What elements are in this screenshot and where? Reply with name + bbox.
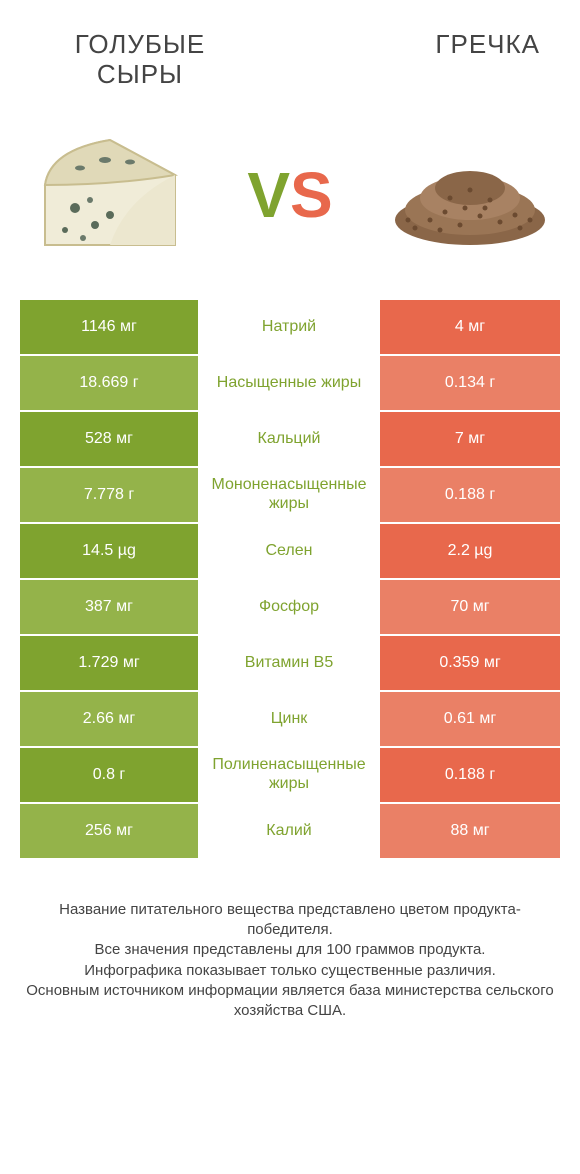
left-value-cell: 1146 мг (20, 300, 200, 354)
buckwheat-icon (390, 140, 550, 250)
right-value-cell: 0.61 мг (380, 692, 560, 746)
right-value-cell: 7 мг (380, 412, 560, 466)
table-row: 7.778 гМононенасыщенные жиры0.188 г (20, 468, 560, 524)
table-row: 18.669 гНасыщенные жиры0.134 г (20, 356, 560, 412)
nutrient-label-cell: Мононенасыщенные жиры (200, 468, 380, 522)
table-row: 1.729 мгВитамин B50.359 мг (20, 636, 560, 692)
right-value-cell: 0.188 г (380, 748, 560, 802)
vs-v: V (247, 158, 290, 232)
left-value-cell: 387 мг (20, 580, 200, 634)
header: ГОЛУБЫЕСЫРЫ ГРЕЧКА (0, 0, 580, 100)
left-value-cell: 0.8 г (20, 748, 200, 802)
table-row: 14.5 µgСелен2.2 µg (20, 524, 560, 580)
right-value-cell: 0.359 мг (380, 636, 560, 690)
comparison-table: 1146 мгНатрий4 мг18.669 гНасыщенные жиры… (20, 300, 560, 860)
nutrient-label-cell: Цинк (200, 692, 380, 746)
table-row: 387 мгФосфор70 мг (20, 580, 560, 636)
right-value-cell: 88 мг (380, 804, 560, 858)
nutrient-label-cell: Кальций (200, 412, 380, 466)
left-value-cell: 2.66 мг (20, 692, 200, 746)
table-row: 2.66 мгЦинк0.61 мг (20, 692, 560, 748)
right-value-cell: 0.188 г (380, 468, 560, 522)
footer-notes: Название питательного вещества представл… (0, 860, 580, 1022)
table-row: 256 мгКалий88 мг (20, 804, 560, 860)
footer-line: Название питательного вещества представл… (20, 900, 560, 941)
right-value-cell: 70 мг (380, 580, 560, 634)
nutrient-label-cell: Насыщенные жиры (200, 356, 380, 410)
nutrient-label-cell: Натрий (200, 300, 380, 354)
left-value-cell: 1.729 мг (20, 636, 200, 690)
right-product-title: ГРЕЧКА (340, 30, 540, 90)
nutrient-label-cell: Селен (200, 524, 380, 578)
vs-label: VS (247, 158, 332, 232)
nutrient-label-cell: Фосфор (200, 580, 380, 634)
table-row: 0.8 гПолиненасыщенные жиры0.188 г (20, 748, 560, 804)
nutrient-label-cell: Полиненасыщенные жиры (200, 748, 380, 802)
images-row: VS (0, 100, 580, 300)
footer-line: Инфографика показывает только существенн… (20, 961, 560, 981)
table-row: 1146 мгНатрий4 мг (20, 300, 560, 356)
left-value-cell: 14.5 µg (20, 524, 200, 578)
footer-line: Основным источником информации является … (20, 981, 560, 1022)
vs-s: S (290, 158, 333, 232)
left-value-cell: 7.778 г (20, 468, 200, 522)
nutrient-label-cell: Витамин B5 (200, 636, 380, 690)
footer-line: Все значения представлены для 100 граммо… (20, 940, 560, 960)
left-value-cell: 18.669 г (20, 356, 200, 410)
nutrient-label-cell: Калий (200, 804, 380, 858)
cheese-image (30, 125, 190, 265)
left-product-title: ГОЛУБЫЕСЫРЫ (40, 30, 240, 90)
left-value-cell: 528 мг (20, 412, 200, 466)
right-value-cell: 2.2 µg (380, 524, 560, 578)
buckwheat-image (390, 125, 550, 265)
right-value-cell: 0.134 г (380, 356, 560, 410)
left-value-cell: 256 мг (20, 804, 200, 858)
table-row: 528 мгКальций7 мг (20, 412, 560, 468)
right-value-cell: 4 мг (380, 300, 560, 354)
cheese-icon (35, 130, 185, 260)
